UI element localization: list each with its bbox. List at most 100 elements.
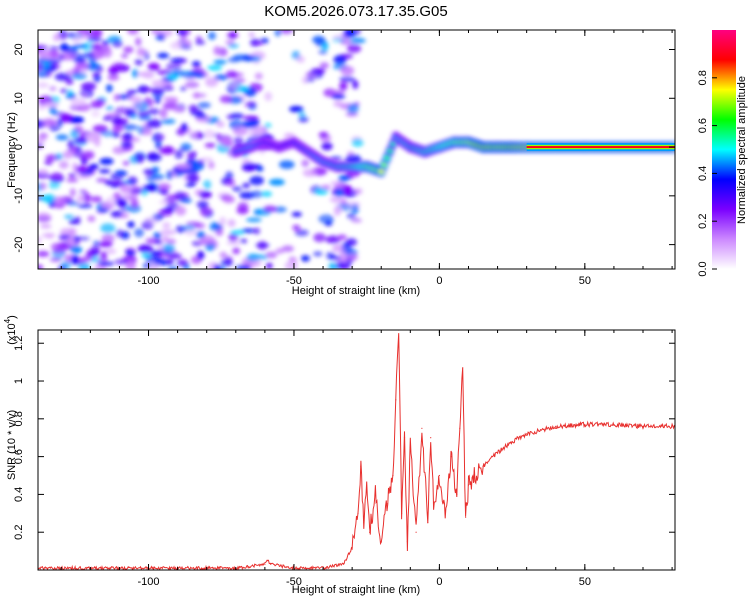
snr-scale-exponent: 4 [3,318,12,323]
x-tick-label: 50 [579,275,591,287]
x-tick-label: 50 [579,576,591,588]
snr-data-point [526,433,528,435]
noise-blob [71,35,81,43]
noise-blob [167,266,179,269]
noise-blob [72,44,89,49]
noise-blob [99,157,114,165]
colorbar-label: Normalized spectral amplitude [736,76,748,224]
noise-blob [346,212,356,220]
noise-blob [77,194,84,203]
noise-blob [227,57,241,63]
noise-blob [222,195,236,204]
noise-blob [243,115,259,120]
noise-blob [313,233,326,243]
noise-blob [257,240,268,251]
noise-blob [321,142,333,151]
noise-blob [134,228,145,238]
noise-blob [258,254,268,260]
noise-blob [71,72,88,80]
snr-data-point [456,493,458,495]
noise-blob [318,50,328,54]
noise-blob [175,205,187,216]
ridge-group [231,131,675,177]
noise-blob [44,159,53,166]
noise-blob [180,33,187,40]
noise-blob [172,107,185,113]
noise-blob [75,63,90,70]
noise-blob [161,118,176,124]
colorbar-tick-label: 0.6 [697,118,709,133]
noise-blob [50,242,64,251]
snr-data-point [369,531,371,533]
noise-blob [38,62,44,72]
noise-blob [245,217,262,222]
noise-blob [78,262,91,269]
noise-blob [122,161,130,166]
noise-blob [38,137,46,144]
noise-blob [204,129,215,139]
noise-blob [49,124,60,132]
noise-blob [121,53,128,58]
noise-blob [305,77,315,83]
spectrogram-y-label: Frequency (Hz) [6,112,18,188]
noise-blob [301,159,310,168]
noise-blob [155,141,163,150]
noise-blob [195,36,202,42]
noise-blob [89,49,105,60]
x-tick-label: 0 [436,275,442,287]
noise-blob [353,188,363,195]
noise-blob [187,152,194,160]
noise-blob [213,264,220,269]
noise-blob [263,205,277,213]
noise-blob [213,133,222,138]
noise-blob [157,183,171,191]
noise-blob [60,52,75,61]
noise-blob [315,188,329,195]
snr-frame [37,329,676,571]
noise-blob [172,69,185,76]
noise-blob [195,40,206,45]
noise-blob [69,116,85,124]
noise-blob [122,124,138,131]
y-tick-label: 0.2 [13,525,25,540]
noise-blob [284,261,299,269]
noise-blob [228,80,240,90]
noise-blob [345,238,358,247]
noise-blob [102,47,112,58]
noise-blob [196,250,205,260]
noise-blob [228,43,239,48]
noise-blob [157,52,170,59]
noise-blob [193,161,205,171]
noise-blob [82,193,92,203]
snr-scale-label: (x104) [3,315,18,345]
noise-blob [38,236,42,244]
colorbar-tick-label: 0.2 [697,214,709,229]
noise-blob [45,69,52,77]
noise-blob [41,232,56,238]
noise-blob [289,105,304,113]
noise-blob [254,72,263,80]
snr-data-point [386,503,388,505]
noise-blob [351,204,359,214]
noise-blob [232,127,248,136]
noise-blob [180,70,197,78]
noise-blob [251,41,264,46]
noise-blob [220,137,232,146]
noise-blob [110,210,123,218]
noise-blob [197,102,211,109]
x-tick-label: 0 [436,576,442,588]
noise-blob [123,46,134,54]
noise-blob [162,243,175,254]
noise-blob [250,259,262,267]
noise-blob [339,82,348,91]
noise-blob [180,86,187,91]
snr-data-point [433,503,435,505]
noise-blob [127,185,143,196]
noise-blob [208,31,216,40]
snr-data-point [264,563,266,565]
noise-blob [291,50,301,60]
snr-ticks: -100 -50 0 50 0.2 0.4 0.6 0.8 1 1.2 [13,330,675,588]
noise-blob [144,216,159,225]
noise-blob [49,86,57,91]
noise-blob [112,132,120,138]
